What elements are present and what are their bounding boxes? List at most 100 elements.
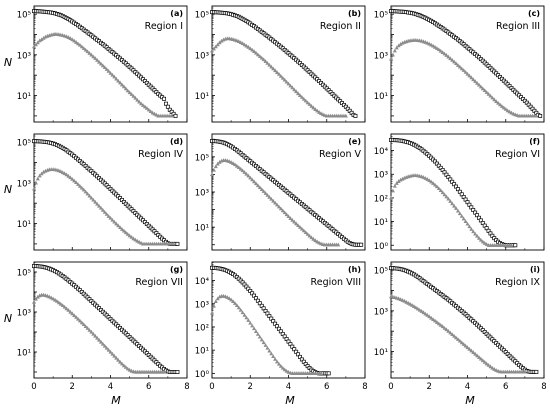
data-point-triangle xyxy=(465,345,470,350)
panel-label: (f) xyxy=(529,137,540,146)
data-point-triangle xyxy=(398,42,403,46)
data-point-triangle xyxy=(114,221,119,226)
data-point-triangle xyxy=(32,186,36,191)
data-point-triangle xyxy=(108,215,113,220)
data-point-triangle xyxy=(303,230,308,235)
data-point-triangle xyxy=(315,108,320,113)
data-point-triangle xyxy=(104,345,109,350)
data-point-triangle xyxy=(72,178,77,183)
data-point-triangle xyxy=(480,358,485,363)
data-point-triangle xyxy=(276,71,281,76)
x-tick-label: 2 xyxy=(427,382,432,392)
data-point-triangle xyxy=(83,189,88,194)
data-point-triangle xyxy=(290,217,295,222)
data-point-triangle xyxy=(311,236,316,241)
data-point-triangle xyxy=(390,188,395,193)
y-tick-label: 10¹ xyxy=(17,220,31,230)
data-point-triangle xyxy=(89,52,94,57)
data-point-triangle xyxy=(236,305,241,310)
y-tick-label: 10⁰ xyxy=(195,370,210,380)
data-point-triangle xyxy=(116,78,121,83)
x-tick-label: 4 xyxy=(108,382,113,392)
data-point-triangle xyxy=(305,100,310,105)
data-point-triangle xyxy=(394,45,399,50)
data-point-triangle xyxy=(309,235,314,240)
data-point-triangle xyxy=(79,185,84,190)
data-point-triangle xyxy=(427,178,432,182)
y-tick-label: 10² xyxy=(374,194,388,204)
data-point-triangle xyxy=(522,369,527,374)
data-point-triangle xyxy=(431,317,436,321)
data-point-square xyxy=(534,369,539,374)
data-point-triangle xyxy=(284,212,289,217)
data-point-triangle xyxy=(211,167,216,172)
data-point-triangle xyxy=(72,38,77,43)
data-point-triangle xyxy=(108,349,113,354)
data-point-triangle xyxy=(250,47,255,52)
data-point-triangle xyxy=(478,237,483,242)
data-point-triangle xyxy=(137,99,142,104)
data-point-triangle xyxy=(248,175,253,180)
panel-label: (i) xyxy=(530,265,540,274)
data-point-triangle xyxy=(110,217,115,222)
data-point-square xyxy=(359,242,364,247)
data-point-triangle xyxy=(269,64,274,69)
data-point-triangle xyxy=(39,171,44,176)
region-title: Region V xyxy=(319,149,362,160)
x-tick-label: 2 xyxy=(70,382,75,392)
data-point-triangle xyxy=(142,104,147,109)
data-point-triangle xyxy=(242,312,247,317)
chart-panel: (c) Region III 10¹ 10³ 10⁵ xyxy=(374,5,545,123)
series-triangles xyxy=(32,31,174,118)
data-point-triangle xyxy=(336,242,341,247)
data-point-triangle xyxy=(296,91,301,96)
data-point-triangle xyxy=(436,186,441,191)
region-title: Region IX xyxy=(495,277,540,288)
data-point-triangle xyxy=(469,75,474,80)
y-tick-label: 10³ xyxy=(195,51,209,61)
data-point-triangle xyxy=(79,320,84,325)
data-point-triangle xyxy=(415,306,420,311)
data-point-triangle xyxy=(343,113,348,118)
y-tick-label: 10¹ xyxy=(17,92,31,102)
data-point-triangle xyxy=(299,94,304,99)
data-point-triangle xyxy=(217,40,222,45)
series-triangles xyxy=(32,292,167,374)
data-point-triangle xyxy=(236,165,241,169)
data-point-triangle xyxy=(265,192,270,197)
data-point-triangle xyxy=(114,355,119,360)
data-point-triangle xyxy=(509,243,514,247)
data-point-triangle xyxy=(411,304,416,308)
data-point-triangle xyxy=(471,350,476,354)
data-point-triangle xyxy=(313,238,318,243)
data-point-triangle xyxy=(442,325,447,330)
data-point-triangle xyxy=(93,333,98,338)
data-point-triangle xyxy=(244,171,249,176)
data-point-triangle xyxy=(284,79,289,84)
panel-label: (d) xyxy=(170,137,183,146)
data-point-triangle xyxy=(70,311,75,316)
data-point-triangle xyxy=(431,181,436,185)
x-tick-label: 4 xyxy=(286,382,291,392)
data-point-triangle xyxy=(271,66,276,71)
y-tick-label: 10⁴ xyxy=(195,277,210,287)
x-tick-label: 6 xyxy=(146,382,151,392)
data-point-triangle xyxy=(286,81,291,86)
data-point-triangle xyxy=(211,46,216,51)
data-point-triangle xyxy=(457,211,462,216)
data-point-triangle xyxy=(119,82,124,87)
data-point-triangle xyxy=(282,210,287,215)
region-title: Region VII xyxy=(135,277,183,288)
data-point-triangle xyxy=(252,49,257,53)
data-point-triangle xyxy=(282,77,287,82)
data-point-triangle xyxy=(438,48,443,53)
data-point-triangle xyxy=(62,171,67,176)
data-point-triangle xyxy=(231,299,236,304)
data-point-triangle xyxy=(64,172,69,177)
data-point-triangle xyxy=(75,316,80,321)
data-point-triangle xyxy=(93,199,98,204)
data-point-triangle xyxy=(66,308,71,312)
data-point-triangle xyxy=(41,169,46,174)
data-point-triangle xyxy=(238,307,243,312)
data-point-triangle xyxy=(56,300,61,305)
